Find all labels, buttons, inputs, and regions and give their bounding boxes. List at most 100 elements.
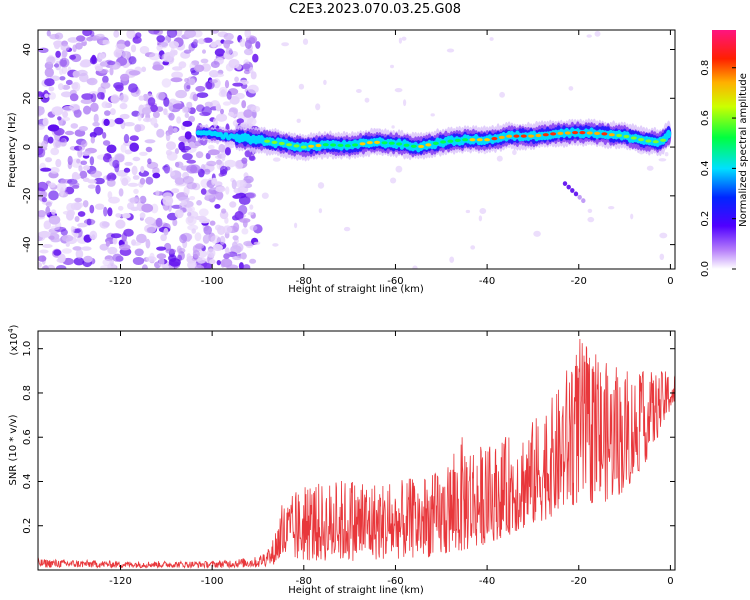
noise-speckle [222, 225, 233, 234]
x-tick-label: -60 [387, 276, 403, 287]
snr-scale-label: (x104) [7, 324, 20, 355]
noise-speckle [281, 42, 289, 47]
noise-speckle [238, 204, 248, 215]
noise-speckle [594, 30, 601, 37]
ridge-core [528, 134, 535, 138]
noise-speckle [225, 47, 233, 55]
noise-speckle [234, 159, 244, 170]
noise-speckle [55, 158, 62, 168]
noise-speckle [55, 50, 61, 58]
noise-speckle [139, 212, 146, 219]
noise-speckle [184, 30, 197, 38]
noise-speckle [146, 226, 156, 234]
y-tick-label: 0.6 [22, 429, 33, 445]
noise-speckle [390, 64, 394, 69]
noise-speckle [112, 253, 122, 262]
noise-speckle [102, 258, 112, 266]
noise-speckle [206, 160, 217, 167]
noise-speckle [171, 188, 180, 194]
noise-speckle [188, 115, 196, 123]
noise-speckle [38, 230, 51, 238]
ridge-core [388, 141, 395, 145]
noise-speckle [166, 151, 178, 161]
noise-speckle [193, 39, 199, 45]
colorbar: 0.0 0.2 0.4 0.6 0.8 Normalized spectral ampl… [700, 30, 749, 277]
x-tick-label: -80 [296, 276, 312, 287]
noise-speckle [478, 215, 483, 222]
x-tick-label: 0 [667, 576, 673, 587]
ridge-core [645, 139, 652, 143]
noise-speckle [106, 144, 117, 154]
noise-speckle [79, 170, 88, 179]
noise-speckle [229, 143, 235, 149]
noise-speckle [93, 177, 105, 185]
noise-speckle [89, 30, 95, 37]
noise-speckle [207, 149, 220, 156]
noise-speckle [75, 42, 83, 50]
ridge-core [506, 134, 513, 138]
noise-speckle [241, 228, 249, 235]
noise-speckle [252, 53, 259, 63]
noise-speckle [255, 41, 261, 49]
ridge-core [520, 134, 527, 138]
noise-speckle [247, 211, 254, 216]
snr-y-label: SNR (10 * v/v) [8, 414, 19, 485]
noise-speckle [123, 228, 134, 237]
noise-speckle [168, 41, 179, 49]
noise-speckle [115, 213, 122, 218]
noise-speckle [245, 192, 257, 199]
noise-speckle [235, 92, 245, 100]
noise-speckle [198, 208, 209, 217]
x-tick-label: -80 [296, 576, 312, 587]
noise-speckle [479, 208, 487, 214]
ridge-core [352, 143, 359, 147]
noise-speckle [168, 258, 181, 267]
ridge-core [498, 135, 505, 139]
noise-speckle [60, 187, 64, 197]
noise-speckle [38, 262, 43, 268]
noise-speckle [239, 218, 251, 223]
isolated-blob [581, 198, 586, 204]
noise-speckle [48, 92, 56, 100]
x-tick-label: -120 [109, 576, 132, 587]
noise-speckle [219, 165, 228, 175]
noise-speckle [119, 102, 128, 110]
noise-speckle [202, 234, 210, 244]
noise-speckle [59, 76, 66, 81]
noise-speckle [212, 243, 223, 252]
noise-speckle [86, 218, 92, 226]
noise-speckle [47, 124, 60, 132]
noise-speckle [81, 93, 94, 100]
noise-speckle [176, 245, 182, 254]
noise-speckle [182, 153, 193, 161]
noise-speckle [110, 233, 122, 239]
noise-speckle [249, 204, 254, 210]
noise-speckle [224, 147, 231, 156]
noise-speckle [207, 144, 215, 150]
noise-speckle [174, 177, 185, 185]
noise-speckle [43, 264, 49, 269]
noise-speckle [231, 50, 238, 57]
noise-speckle [103, 118, 110, 126]
ridge-core [418, 144, 425, 149]
y-tick-label: 1.0 [22, 341, 33, 357]
noise-speckle [72, 70, 80, 78]
noise-speckle [44, 67, 54, 78]
noise-speckle [147, 158, 152, 165]
noise-speckle [175, 89, 188, 99]
noise-speckle [110, 108, 116, 116]
noise-speckle [241, 100, 247, 109]
y-tick-label: -40 [22, 236, 33, 252]
noise-speckle [228, 111, 234, 117]
noise-speckle [215, 103, 222, 112]
snr-scale-exponent: 4 [7, 328, 15, 333]
noise-speckle [95, 203, 105, 210]
noise-speckle [127, 182, 139, 187]
noise-speckle [119, 244, 131, 251]
noise-speckle [128, 70, 141, 76]
noise-speckle [38, 255, 47, 262]
y-tick-label: -20 [22, 188, 33, 204]
noise-speckle [74, 216, 80, 222]
snr-plot-area [38, 338, 675, 569]
noise-speckle [97, 92, 105, 100]
